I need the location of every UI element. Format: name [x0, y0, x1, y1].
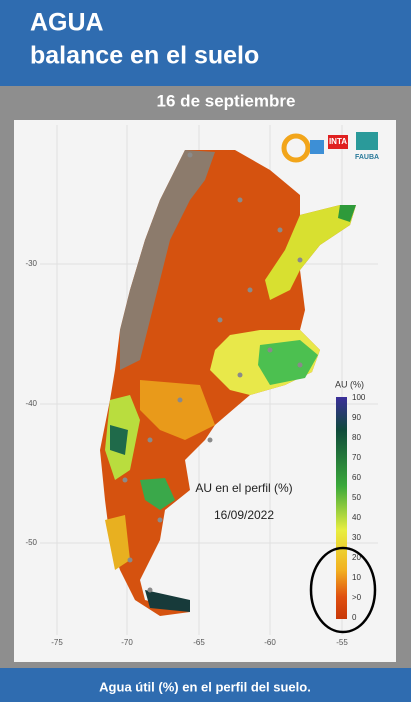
legend-label: 0	[352, 613, 357, 622]
y-axis-label: -30	[25, 259, 37, 268]
y-axis-label: -40	[25, 399, 37, 408]
y-axis-label: -50	[25, 538, 37, 547]
logo	[328, 135, 348, 149]
map	[100, 150, 356, 616]
date: 16 de septiembre	[157, 91, 296, 110]
footer: Agua útil (%) en el perfil del suelo.	[99, 679, 311, 694]
logo	[356, 132, 378, 150]
legend-label: 20	[352, 553, 361, 562]
legend-label: 30	[352, 533, 361, 542]
x-axis-label: -60	[264, 638, 276, 647]
header-bar	[0, 0, 411, 86]
legend-labels: 100 90 80 70 60 50 40 30 20 10 >0 0	[352, 393, 366, 622]
title: balance en el suelo	[30, 42, 259, 70]
legend-label: 70	[352, 453, 361, 462]
logo-text: INTA	[329, 137, 347, 146]
logo	[310, 140, 324, 154]
legend-label: 60	[352, 473, 361, 482]
annotation: 16/09/2022	[214, 508, 274, 522]
legend-label: 100	[352, 393, 366, 402]
footer-bar	[0, 668, 411, 702]
legend-label: 80	[352, 433, 361, 442]
highlight-circle	[309, 546, 377, 634]
x-axis-label: -65	[193, 638, 205, 647]
legend-label: 40	[352, 513, 361, 522]
logo	[281, 133, 311, 163]
x-axis-label: -75	[51, 638, 63, 647]
title: AGUA	[30, 9, 104, 37]
x-axis-label: -55	[336, 638, 348, 647]
legend-label: >0	[352, 593, 362, 602]
annotation: AU en el perfil (%)	[195, 481, 292, 495]
legend-label: 90	[352, 413, 361, 422]
legend-label: 50	[352, 493, 361, 502]
legend-label: 10	[352, 573, 361, 582]
logo-text: FAUBA	[355, 154, 379, 161]
legend-title: AU (%)	[335, 379, 364, 389]
x-axis-label: -70	[121, 638, 133, 647]
colorbar	[336, 397, 347, 619]
logos: INTA FAUBA	[281, 132, 379, 163]
